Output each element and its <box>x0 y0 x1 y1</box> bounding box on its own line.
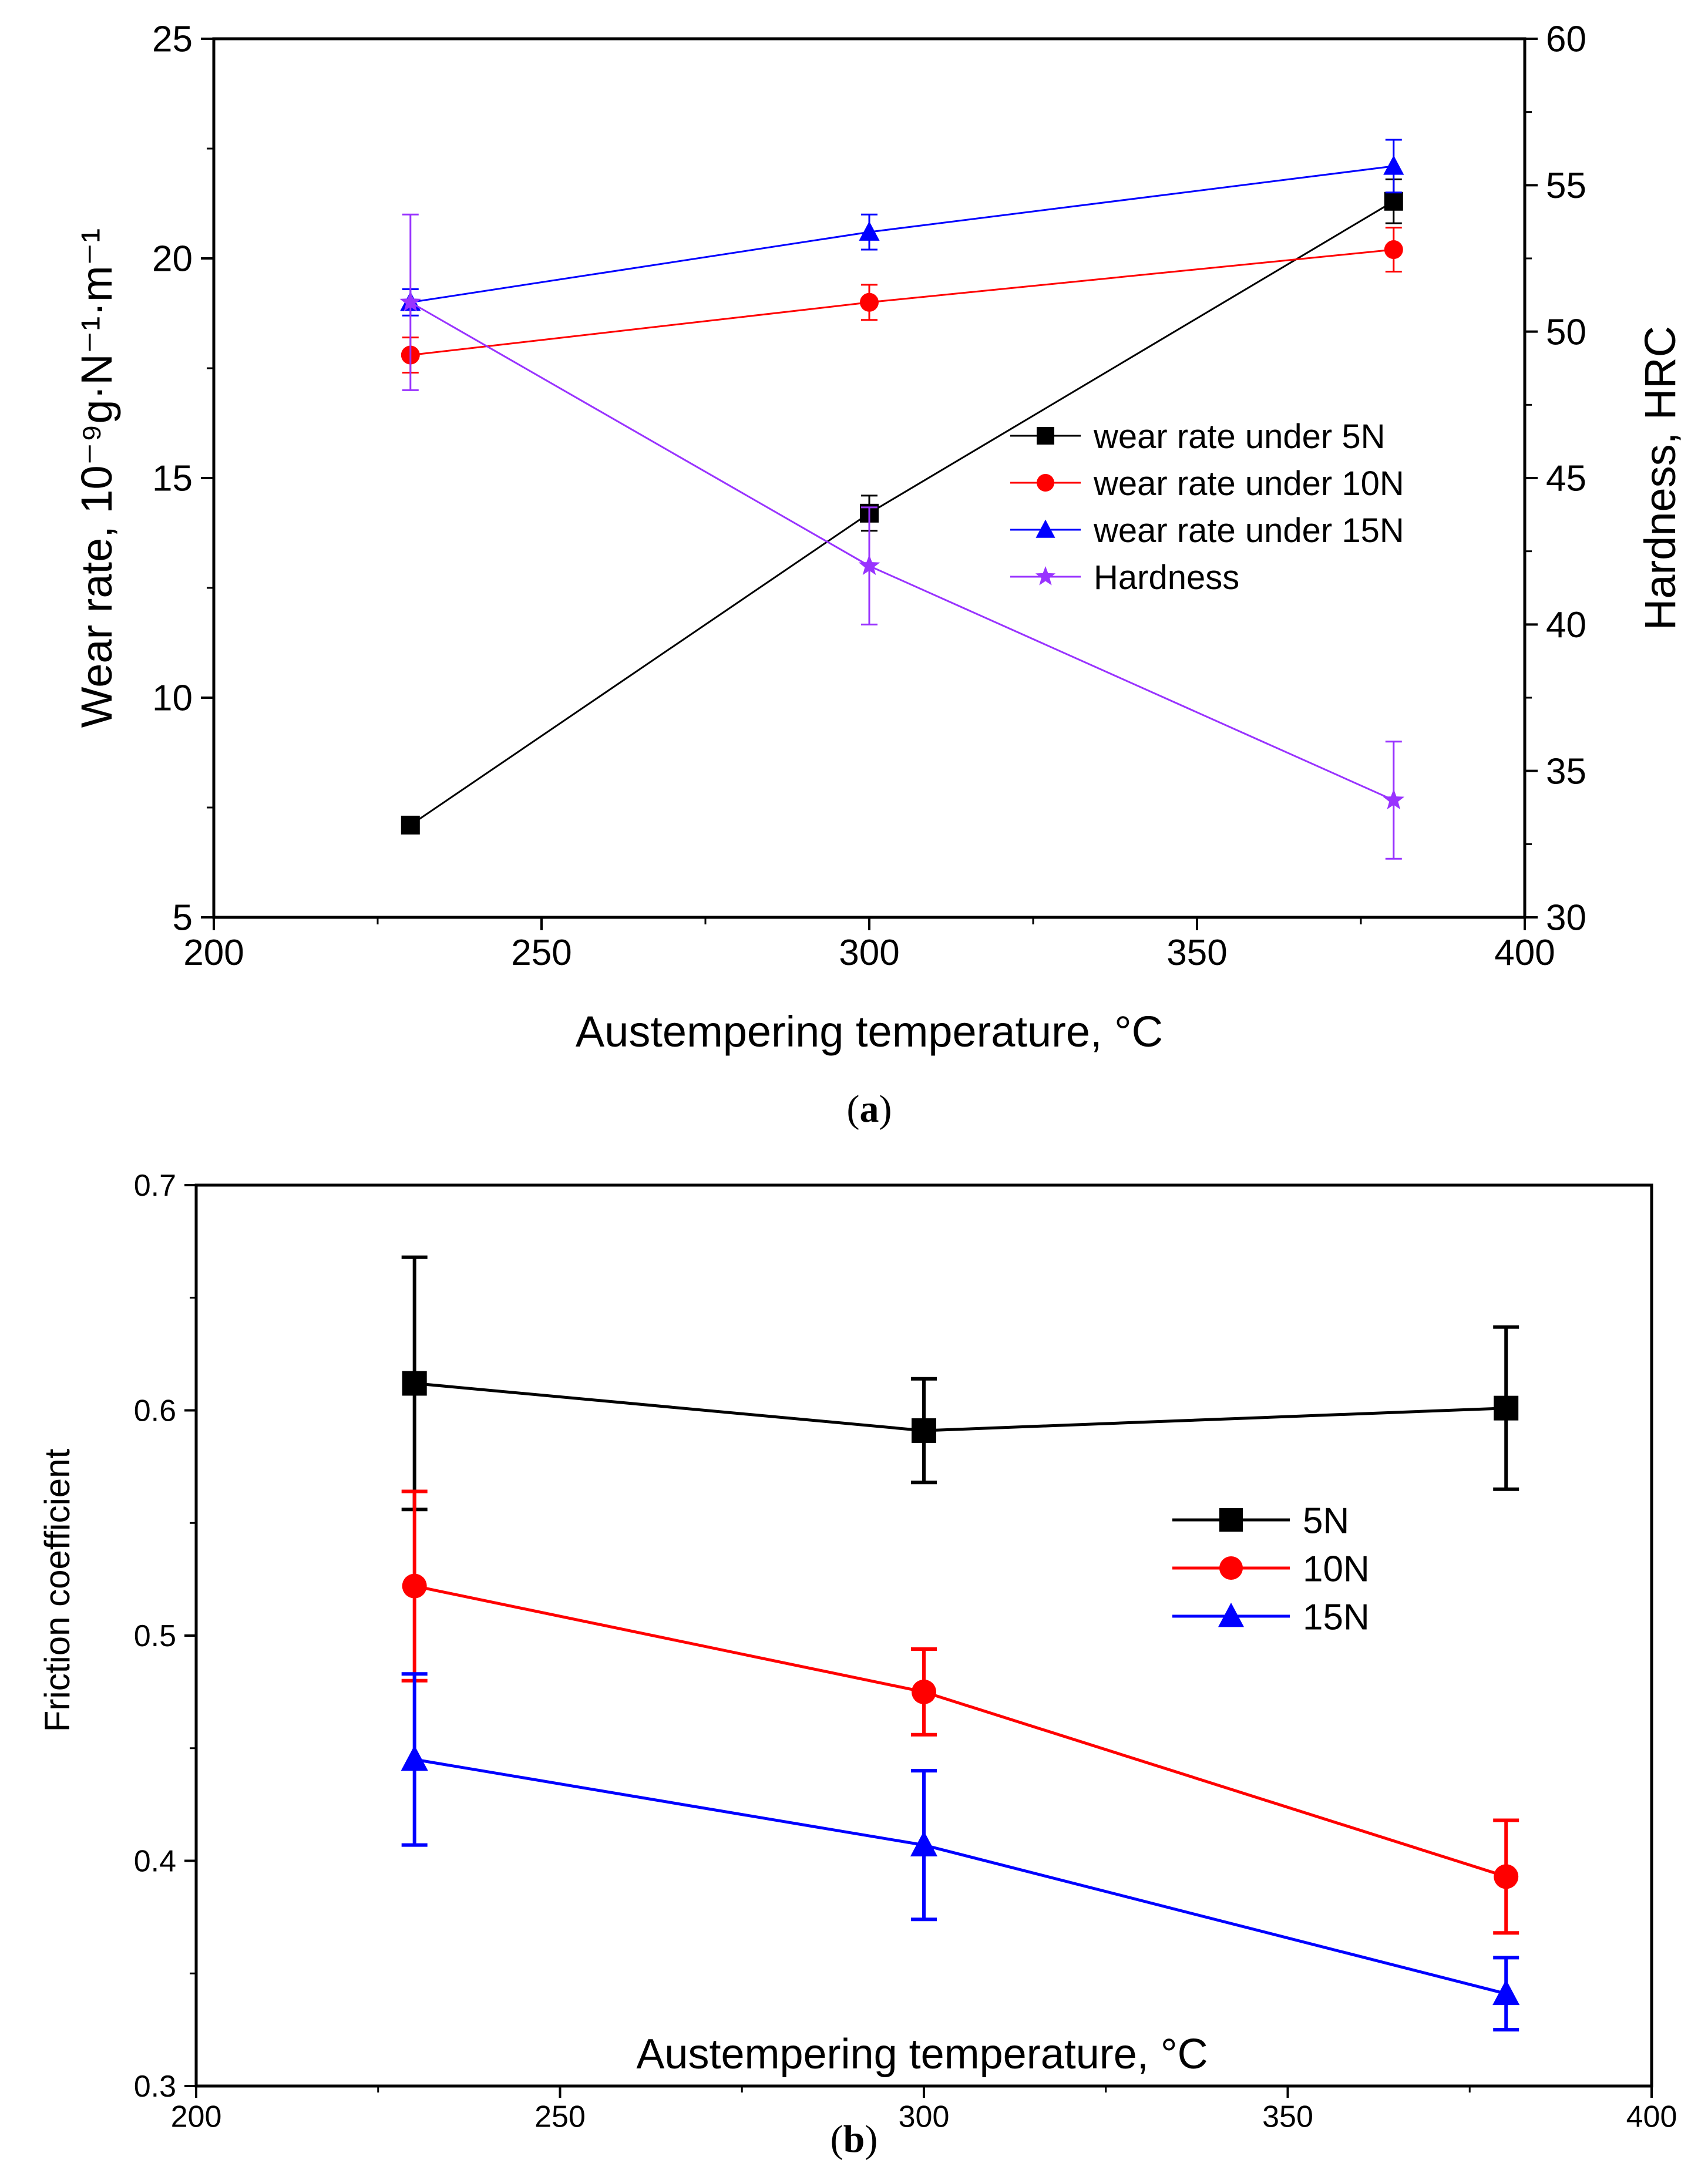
y-tick-label-a: 10 <box>152 678 193 719</box>
x-tick-label-a: 200 <box>183 933 244 973</box>
legend-marker-a <box>1037 474 1054 492</box>
ticks-a: 200 250 300 350 400 5 10 15 20 25 30 35 40 45 50 55 60 <box>152 19 1586 973</box>
legend-label-b: 10N <box>1303 1549 1370 1589</box>
x-tick-label-a: 250 <box>511 933 571 973</box>
x-tick-label-b: 400 <box>1626 2100 1677 2134</box>
y-tick-label-b: 0.7 <box>134 1169 176 1203</box>
x-tick-label-a: 300 <box>839 933 899 973</box>
legend-marker-b <box>1218 1603 1244 1627</box>
series-b-0 <box>401 1255 1519 1512</box>
y-tick-label-b: 0.3 <box>134 2070 176 2104</box>
legend-marker-a <box>1035 566 1056 586</box>
legend-label-a: Hardness <box>1094 559 1239 597</box>
data-point-b <box>401 1745 428 1771</box>
y2-axis-title-a: Hardness, HRC <box>1636 326 1685 630</box>
y2-tick-label-a: 55 <box>1546 166 1586 206</box>
legend-label-a: wear rate under 5N <box>1093 418 1385 456</box>
series-b-1 <box>401 1489 1519 1935</box>
y-tick-label-a: 15 <box>152 459 193 499</box>
y2-tick-label-a: 60 <box>1546 19 1586 60</box>
legend-label-a: wear rate under 10N <box>1093 465 1404 503</box>
series-line-b <box>414 1758 1507 1996</box>
caption-a: (a) <box>847 1088 892 1131</box>
y-tick-label-a: 5 <box>173 898 193 938</box>
data-point-a <box>1384 240 1403 260</box>
data-point-b <box>402 1573 427 1599</box>
x-tick-label-a: 400 <box>1494 933 1555 973</box>
y2-tick-label-a: 30 <box>1546 898 1586 938</box>
y2-tick-label-a: 35 <box>1546 751 1586 792</box>
series-line-a <box>410 248 1394 356</box>
y-tick-label-b: 0.5 <box>134 1619 176 1653</box>
data-point-b <box>402 1371 427 1396</box>
data-point-a <box>401 815 420 835</box>
series-a-1 <box>401 227 1403 374</box>
y-tick-label-a: 25 <box>152 19 193 60</box>
data-point-a <box>859 221 880 241</box>
series-a-3 <box>399 213 1405 860</box>
data-point-a <box>399 291 422 312</box>
ticks-b: 200 250 300 350 400 0.3 0.4 0.5 0.6 0.7 <box>134 1169 1677 2134</box>
legend-marker-a <box>1035 519 1055 538</box>
data-point-b <box>1492 1979 1520 2006</box>
y-tick-label-b: 0.6 <box>134 1394 176 1428</box>
legend-a: wear rate under 5N wear rate under 10N wea… <box>1010 418 1404 597</box>
y2-tick-label-a: 45 <box>1546 459 1586 499</box>
data-point-a <box>1384 191 1403 211</box>
legend-label-b: 15N <box>1303 1597 1370 1637</box>
x-tick-label-b: 350 <box>1262 2100 1313 2134</box>
y-tick-label-b: 0.4 <box>134 1845 176 1879</box>
x-axis-title-a: Austempering temperature, °C <box>576 1007 1163 1056</box>
y2-tick-label-a: 40 <box>1546 605 1586 645</box>
x-tick-label-a: 350 <box>1166 933 1227 973</box>
y-axis-title-a: Wear rate, 10⁻⁹g·N⁻¹·m⁻¹ <box>72 228 121 728</box>
series-line-b <box>414 1382 1507 1432</box>
data-point-a <box>860 292 879 312</box>
data-point-b <box>912 1418 936 1444</box>
x-tick-label-b: 250 <box>534 2100 586 2134</box>
series-a <box>399 139 1405 860</box>
legend-label-a: wear rate under 15N <box>1093 512 1404 550</box>
series-a-0 <box>401 178 1403 835</box>
data-point-b <box>1494 1864 1519 1889</box>
x-axis-title-b: Austempering temperature, °C <box>636 2031 1208 2078</box>
y-axis-title-b: Friction coefficient <box>38 1448 77 1732</box>
legend-marker-a <box>1037 427 1054 445</box>
legend-label-b: 5N <box>1303 1501 1349 1541</box>
data-point-b <box>910 1831 938 1856</box>
legend-marker-b <box>1219 1556 1243 1580</box>
series-a-2 <box>400 139 1404 317</box>
x-tick-label-b: 300 <box>899 2100 950 2134</box>
y-tick-label-a: 20 <box>152 239 193 280</box>
data-point-a <box>1383 155 1404 175</box>
series-b-2 <box>401 1672 1520 2032</box>
data-point-a <box>858 554 880 576</box>
series-b <box>401 1255 1520 2032</box>
y2-tick-label-a: 50 <box>1546 312 1586 352</box>
data-point-b <box>1494 1395 1519 1421</box>
x-tick-label-b: 200 <box>171 2100 222 2134</box>
caption-b-label: b <box>843 2118 865 2161</box>
series-line-a <box>410 165 1394 304</box>
legend-marker-b <box>1219 1508 1243 1532</box>
legend-b: 5N 10N 15N <box>1172 1501 1370 1637</box>
panel-a: 200 250 300 350 400 5 10 15 20 25 30 35 40 45 50 55 60 w… <box>72 19 1685 1131</box>
data-point-a <box>1383 789 1405 810</box>
caption-a-label: a <box>860 1088 879 1131</box>
caption-b: (b) <box>831 2118 878 2161</box>
data-point-b <box>912 1679 936 1704</box>
